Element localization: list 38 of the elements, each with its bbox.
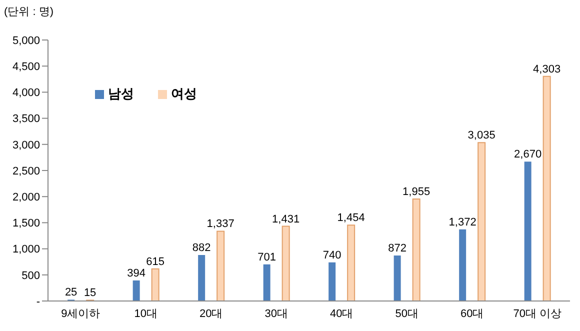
data-label: 3,035 [468, 130, 496, 142]
x-tick-label: 20대 [200, 308, 223, 320]
y-tick-label: 2,000 [12, 192, 40, 204]
x-tick-label: 70대 이상 [513, 308, 562, 320]
data-label: 1,955 [402, 186, 430, 198]
data-label: 1,454 [337, 212, 365, 224]
y-tick-label: 2,500 [12, 165, 40, 178]
y-tick-label: 500 [22, 270, 40, 282]
data-label: 2,670 [514, 148, 542, 161]
x-tick-label: 30대 [264, 308, 288, 320]
data-label: 15 [84, 287, 96, 300]
data-label: 872 [388, 242, 407, 254]
text: (단위 : 명) [4, 5, 54, 19]
data-label: 1,337 [206, 218, 234, 230]
y-tick-label: 4,000 [12, 87, 40, 100]
y-tick-label: 3,000 [12, 139, 40, 152]
x-tick-label: 60대 [460, 308, 484, 320]
y-tick-label: 1,000 [12, 244, 40, 256]
y-tick-label: 4,500 [12, 61, 40, 74]
y-tick-label: - [36, 296, 40, 308]
legend-label: 여성 [171, 86, 197, 101]
x-tick-label: 50대 [395, 308, 418, 320]
data-label: 4,303 [533, 63, 561, 76]
x-tick-label: 9세이하 [61, 308, 100, 320]
x-tick-label: 10대 [134, 308, 158, 320]
y-tick-label: 1,500 [12, 218, 40, 230]
data-label: 701 [258, 251, 276, 264]
data-label: 740 [322, 249, 342, 262]
y-tick-label: 5,000 [12, 34, 40, 47]
data-label: 1,372 [448, 216, 476, 228]
data-label: 882 [192, 242, 211, 254]
y-tick-label: 3,500 [12, 113, 40, 126]
data-label: 25 [64, 286, 78, 299]
data-label: 394 [127, 267, 146, 280]
data-label: 1,431 [272, 213, 300, 226]
legend-label: 남성 [108, 86, 134, 101]
data-label: 615 [146, 256, 165, 268]
x-tick-label: 40대 [330, 308, 354, 320]
